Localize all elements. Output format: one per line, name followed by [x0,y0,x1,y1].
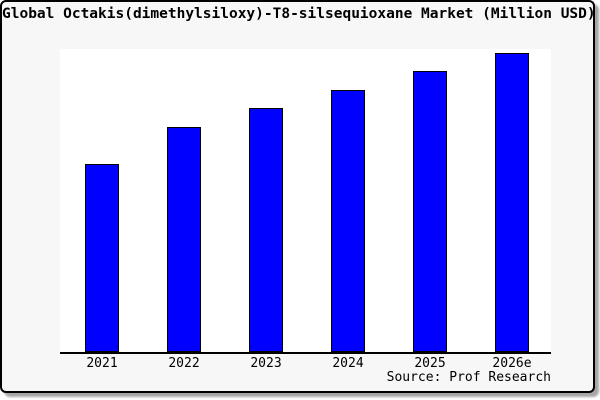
x-tick-label-2021: 2021 [86,356,118,371]
x-tick-label-2023: 2023 [250,356,282,371]
x-tick-label-2026e: 2026e [492,356,532,371]
bar-2025 [413,71,447,352]
source-note: Source: Prof Research [386,370,551,385]
x-tick-label-2022: 2022 [168,356,200,371]
bar-2021 [85,164,119,352]
chart-title: Global Octakis(dimethylsiloxy)-T8-silseq… [2,6,595,22]
bar-2022 [167,127,201,352]
bar-2026e [495,53,529,352]
x-tick-label-2025: 2025 [414,356,446,371]
chart-canvas: Global Octakis(dimethylsiloxy)-T8-silseq… [0,0,595,393]
bar-2024 [331,90,365,352]
x-tick-label-2024: 2024 [332,356,364,371]
plot-area [60,49,551,354]
bar-2023 [249,108,283,352]
